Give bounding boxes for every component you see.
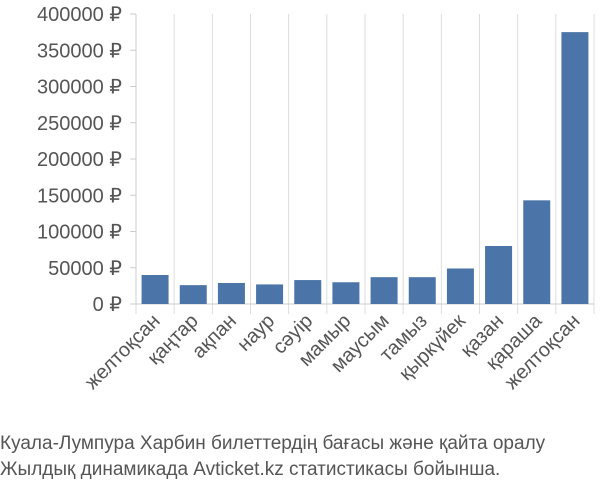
bar — [446, 268, 474, 304]
bar — [294, 280, 322, 304]
y-tick-label: 350000 ₽ — [37, 40, 122, 62]
x-tick-label: наур — [233, 310, 279, 356]
y-tick-label: 50000 ₽ — [48, 258, 122, 280]
y-tick-label: 300000 ₽ — [37, 77, 122, 99]
bar — [217, 282, 245, 304]
bar — [485, 246, 513, 304]
x-axis-tick-labels: желтоқсанқаңтарақпаннаурсәуірмамырмаусым… — [81, 309, 585, 393]
chart-bars — [141, 32, 589, 304]
chart-caption-line-2: Жылдық динамикада Avticket.kz статистика… — [0, 459, 501, 480]
y-tick-label: 400000 ₽ — [37, 4, 122, 26]
y-tick-label: 250000 ₽ — [37, 113, 122, 135]
bar — [141, 275, 169, 304]
bar — [408, 277, 436, 304]
bar — [370, 277, 398, 304]
bar — [179, 285, 207, 304]
x-tick-label: ақпан — [188, 310, 241, 363]
y-tick-label: 150000 ₽ — [37, 185, 122, 207]
bar-chart: 0 ₽ 50000 ₽ 100000 ₽ 150000 ₽ 200000 ₽ 250000… — [37, 4, 595, 394]
bar — [523, 200, 551, 304]
bar — [332, 282, 360, 304]
y-tick-label: 0 ₽ — [93, 294, 123, 316]
y-axis-tick-labels: 0 ₽ 50000 ₽ 100000 ₽ 150000 ₽ 200000 ₽ 250000… — [37, 4, 122, 316]
bar — [256, 284, 284, 304]
y-tick-label: 100000 ₽ — [37, 222, 122, 244]
chart-caption-line-1: Куала-Лумпура Харбин билеттердің бағасы … — [0, 433, 546, 454]
bar — [561, 32, 589, 304]
chart-axes — [130, 13, 594, 305]
chart-grid — [135, 14, 595, 314]
y-tick-label: 200000 ₽ — [37, 149, 122, 171]
